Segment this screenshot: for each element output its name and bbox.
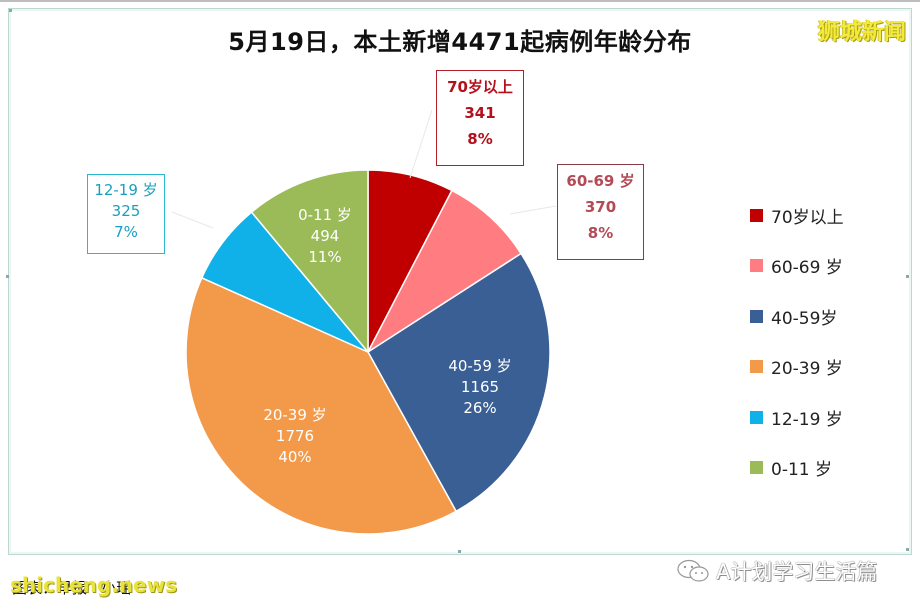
legend-item-60-69[interactable]: 60-69 岁 <box>750 241 844 292</box>
resize-handle[interactable] <box>6 275 9 278</box>
legend-swatch-icon <box>750 410 763 424</box>
legend-label: 0-11 岁 <box>771 460 832 481</box>
leader-line <box>409 109 433 179</box>
slice-label-percent: 40% <box>278 448 312 466</box>
slice-label-value: 1165 <box>460 378 500 396</box>
resize-handle[interactable] <box>906 548 909 551</box>
legend-item-12-19[interactable]: 12-19 岁 <box>750 392 844 443</box>
callout-value: 370 <box>584 198 617 216</box>
legend-label: 20-39 岁 <box>771 359 843 380</box>
legend-label: 60-69 岁 <box>771 258 843 279</box>
legend-swatch-icon <box>750 360 763 374</box>
slice-label-percent: 11% <box>308 248 342 266</box>
legend-item-40-59[interactable]: 40-59岁 <box>750 291 844 342</box>
callout-label: 12-19 岁 <box>94 181 158 199</box>
callout-percent: 8% <box>467 130 493 148</box>
account-watermark: A计划学习生活篇 <box>676 556 877 586</box>
legend-swatch-icon <box>750 259 763 273</box>
resize-handle[interactable] <box>906 275 909 278</box>
pie-slice[interactable] <box>367 252 551 513</box>
callout-percent: 8% <box>587 224 614 242</box>
pie-slice[interactable] <box>250 169 369 355</box>
legend-label: 40-59岁 <box>771 308 838 329</box>
slice-label-value: 494 <box>310 227 340 245</box>
slice-label-value: 1776 <box>275 427 315 445</box>
legend-label: 70岁以上 <box>771 207 844 228</box>
slice-label-20-39: 20-39 岁 1776 40% <box>250 405 340 468</box>
wechat-icon <box>677 559 709 582</box>
legend-swatch-icon <box>750 208 763 222</box>
leader-line <box>171 211 214 229</box>
chart-source: 图表：早报 · 小瑶 <box>12 579 132 597</box>
account-name: A计划学习生活篇 <box>716 560 878 584</box>
callout-label: 70岁以上 <box>447 78 513 96</box>
resize-handle[interactable] <box>9 9 12 12</box>
slice-label-text: 40-59 岁 <box>448 357 512 375</box>
slice-label-percent: 26% <box>463 399 497 417</box>
resize-handle[interactable] <box>458 550 461 553</box>
legend-label: 12-19 岁 <box>771 409 843 430</box>
callout-percent: 7% <box>114 223 138 241</box>
callout-12-19: 12-19 岁 325 7% <box>87 174 165 254</box>
top-border <box>0 0 920 2</box>
chart-legend: 70岁以上 60-69 岁 40-59岁 20-39 岁 12-19 岁 0-1… <box>750 190 844 493</box>
legend-swatch-icon <box>750 461 763 475</box>
slice-label-text: 0-11 岁 <box>298 206 352 224</box>
pie-slice[interactable] <box>366 189 523 355</box>
callout-60-69: 60-69 岁 370 8% <box>557 164 644 260</box>
slice-label-0-11: 0-11 岁 494 11% <box>285 205 365 268</box>
pie-slice[interactable] <box>185 276 458 535</box>
watermark: shicheng.news <box>10 573 177 597</box>
legend-item-20-39[interactable]: 20-39 岁 <box>750 342 844 393</box>
callout-70plus: 70岁以上 341 8% <box>436 70 524 166</box>
legend-item-70plus[interactable]: 70岁以上 <box>750 190 844 241</box>
chart-title: 5月19日，本土新增4471起病例年龄分布 <box>228 28 692 56</box>
brand-logo: 狮城新闻 <box>817 20 906 45</box>
callout-value: 341 <box>464 104 496 122</box>
callout-value: 325 <box>111 202 141 220</box>
leader-line <box>509 205 557 215</box>
slice-label-40-59: 40-59 岁 1165 26% <box>435 356 525 419</box>
slice-label-text: 20-39 岁 <box>263 406 327 424</box>
legend-item-0-11[interactable]: 0-11 岁 <box>750 443 844 494</box>
legend-swatch-icon <box>750 309 763 323</box>
callout-label: 60-69 岁 <box>566 172 635 190</box>
